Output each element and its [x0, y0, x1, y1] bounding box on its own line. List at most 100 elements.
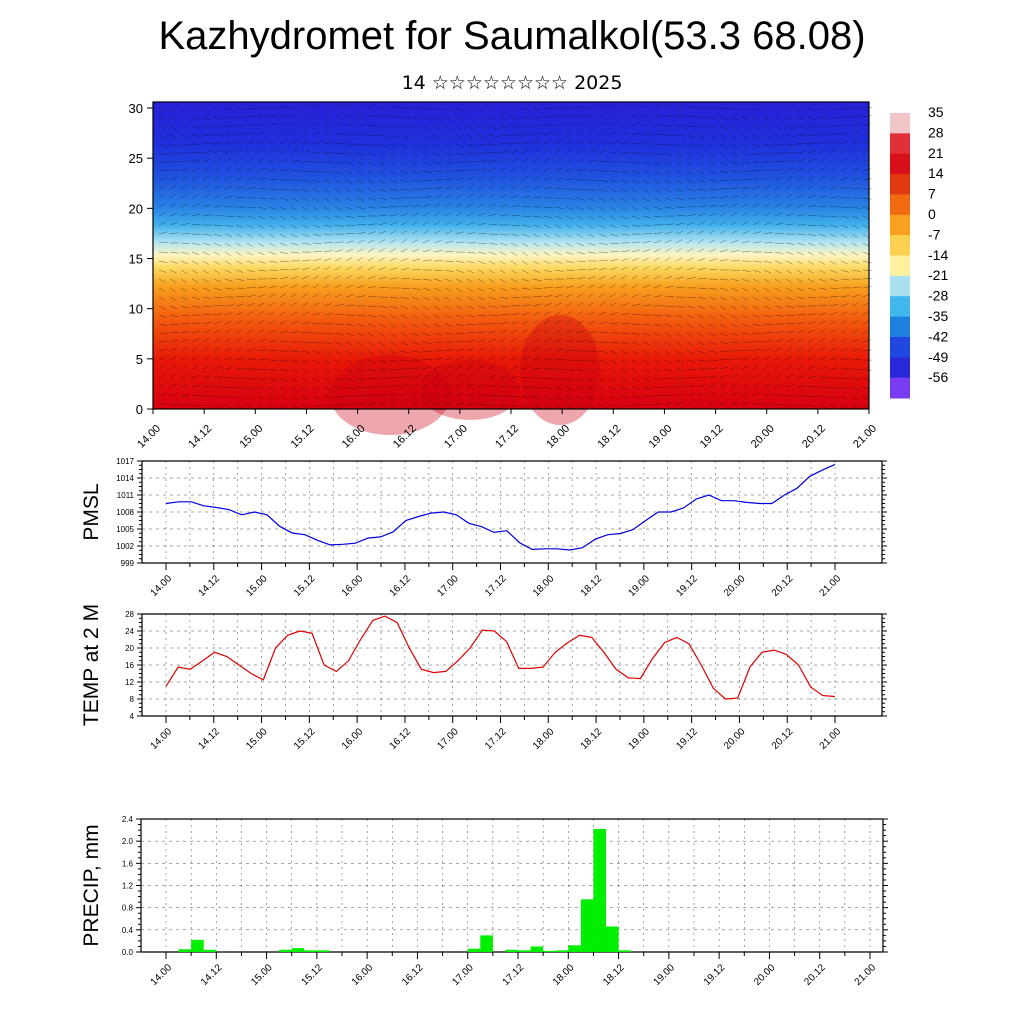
x-tick-label: 19.12	[674, 726, 700, 752]
x-tick-label: 16.12	[400, 962, 426, 988]
precip-bar	[555, 950, 569, 952]
y-tick-label: 1002	[116, 542, 134, 551]
x-tick-label: 20.12	[770, 726, 796, 752]
y-tick-label: 8	[130, 695, 135, 704]
y-tick-label: 10	[129, 302, 143, 317]
x-tick-label: 14.00	[135, 423, 163, 451]
y-tick-label: 0.8	[122, 904, 134, 913]
x-tick-label: 14.12	[196, 726, 222, 752]
chart-subtitle: 14 ☆☆☆☆☆☆☆☆ 2025	[401, 72, 623, 94]
precip-bar	[467, 948, 481, 952]
precip-bar	[291, 948, 305, 952]
precip-bar	[606, 926, 619, 952]
x-tick-label: 17.00	[435, 726, 461, 752]
x-tick-label: 21.00	[818, 726, 844, 752]
y-tick-label: 25	[129, 151, 143, 166]
y-tick-label: 2.0	[122, 837, 134, 846]
precip-bar	[279, 949, 292, 952]
x-tick-label: 15.12	[292, 726, 318, 752]
x-tick-label: 16.12	[388, 726, 414, 752]
x-tick-label: 18.12	[595, 423, 623, 451]
x-tick-label: 18.12	[579, 726, 605, 752]
colorbar-label: -28	[928, 288, 948, 304]
colorbar-label: -49	[928, 349, 948, 365]
x-tick-label: 20.12	[800, 423, 828, 451]
x-tick-label: 15.00	[244, 726, 270, 752]
x-tick-label: 14.00	[149, 962, 175, 988]
colorbar-swatch	[890, 133, 910, 155]
x-tick-label: 14.12	[196, 573, 222, 599]
x-tick-label: 16.12	[388, 573, 414, 599]
y-tick-label: 0	[136, 402, 143, 417]
y-tick-label: 999	[121, 559, 135, 568]
x-tick-label: 21.00	[818, 573, 844, 599]
y-tick-label: 15	[129, 252, 143, 267]
x-tick-label: 16.00	[350, 962, 376, 988]
colorbar-label: 14	[928, 165, 944, 181]
colorbar-swatch	[890, 357, 910, 379]
x-tick-label: 20.00	[752, 962, 778, 988]
x-tick-label: 15.00	[249, 962, 275, 988]
wind-barbs	[158, 104, 873, 409]
x-tick-label: 21.00	[853, 962, 879, 988]
y-tick-label: 5	[136, 352, 143, 367]
y-axis-label: TEMP at 2 M	[80, 604, 103, 726]
x-tick-label: 19.12	[702, 962, 728, 988]
colorbar-label: 35	[928, 104, 944, 120]
y-tick-label: 0.0	[122, 948, 134, 957]
y-tick-label: 20	[125, 644, 134, 653]
x-tick-label: 18.00	[544, 423, 572, 451]
x-tick-label: 19.00	[652, 962, 678, 988]
precip-bar	[580, 899, 594, 952]
colorbar-label: -35	[928, 308, 948, 324]
warm-core	[520, 315, 600, 425]
x-tick-label: 15.12	[292, 573, 318, 599]
chart-title: Kazhydromet for Saumalkol(53.3 68.08)	[158, 14, 866, 58]
x-tick-label: 15.00	[244, 573, 270, 599]
x-tick-label: 19.12	[674, 573, 700, 599]
x-tick-label: 17.12	[501, 962, 527, 988]
precip-bar	[316, 950, 330, 952]
y-tick-label: 16	[125, 661, 134, 670]
colorbar-swatch	[890, 113, 910, 134]
colorbar-swatch	[890, 316, 910, 338]
colorbar-label: -21	[928, 267, 948, 283]
series-line	[165, 615, 836, 700]
precip-bar	[304, 950, 317, 952]
x-tick-label: 17.00	[442, 423, 470, 451]
y-tick-label: 28	[125, 610, 134, 619]
colorbar-swatch	[890, 153, 910, 175]
temp-panel: 4 8 12 16 20 24 28 14.00 14.12 15.00 15.12 16.00 16.…	[80, 604, 887, 752]
colorbar-swatch	[890, 377, 910, 399]
colorbar-label: -42	[928, 328, 948, 344]
y-tick-label: 1014	[116, 474, 134, 483]
y-tick-label: 20	[129, 201, 143, 216]
precip-bar	[530, 946, 544, 952]
colorbar-swatch	[890, 174, 910, 195]
precip-bar	[178, 949, 192, 952]
pmsl-panel: 999 1002 1005 1008 1011 1014 1017 14.00 14.12 15.…	[80, 457, 887, 599]
colorbar-swatch	[890, 336, 910, 358]
y-tick-label: 1005	[116, 525, 134, 534]
colorbar-swatch	[890, 275, 910, 297]
y-tick-label: 0.4	[122, 926, 134, 935]
x-tick-label: 18.00	[531, 726, 557, 752]
x-tick-label: 21.00	[851, 423, 879, 451]
y-tick-label: 1008	[116, 508, 134, 517]
temperature-colorbar: 35 28 21 14 7 0 -7 -14 -21 -28 -35 -42 -49 -56	[890, 104, 948, 399]
x-tick-label: 20.00	[722, 573, 748, 599]
colorbar-swatch	[890, 255, 910, 277]
y-tick-label: 1.2	[122, 882, 134, 891]
x-tick-label: 15.12	[300, 962, 326, 988]
x-tick-label: 14.12	[199, 962, 225, 988]
series-line	[165, 463, 836, 551]
x-tick-label: 16.00	[340, 573, 366, 599]
warm-core	[420, 360, 520, 420]
colorbar-label: 21	[928, 145, 944, 161]
y-tick-label: 1017	[116, 457, 134, 466]
y-axis-label: PMSL	[80, 483, 103, 540]
x-tick-label: 17.12	[483, 726, 509, 752]
colorbar-swatch	[890, 194, 910, 216]
colorbar-label: -7	[928, 226, 941, 242]
